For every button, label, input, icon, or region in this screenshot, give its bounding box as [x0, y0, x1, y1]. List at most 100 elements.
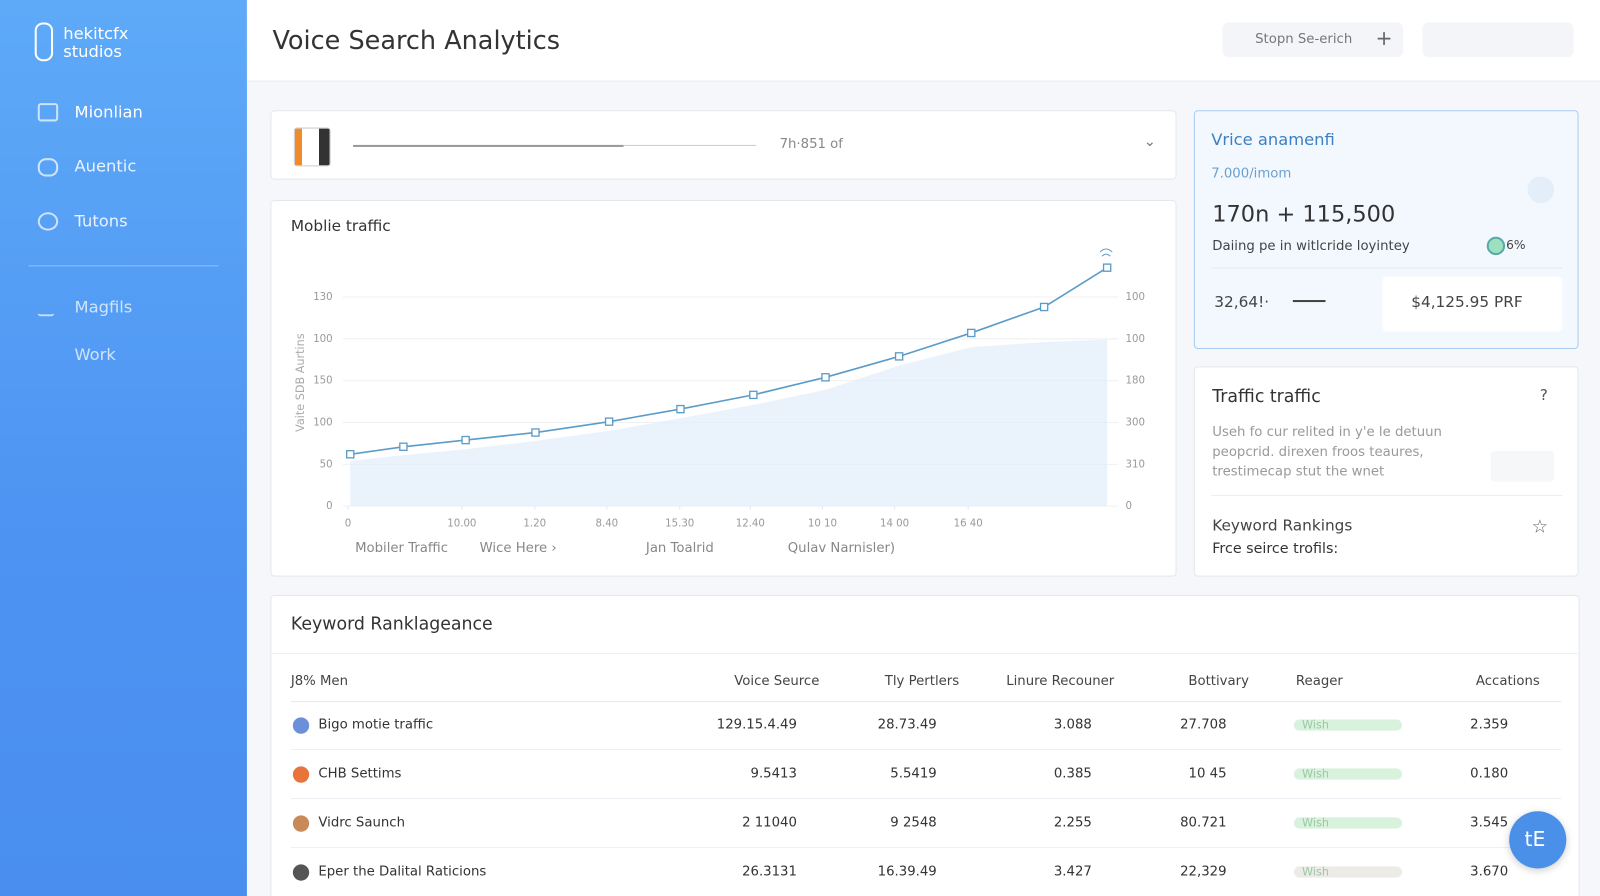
badge-icon — [1486, 236, 1506, 256]
cell: 28.73.49 — [877, 717, 937, 733]
progress-label: Wish — [1302, 767, 1329, 781]
progress-label: Wish — [1302, 718, 1329, 732]
progress-track — [623, 144, 757, 146]
divider — [290, 701, 1562, 703]
traffic-card: Traffic traffic ? Useh fo cur relited in… — [1193, 366, 1579, 577]
x-tick-label: 14 00 — [880, 519, 909, 530]
icon-group[interactable] — [1490, 451, 1555, 482]
description: trestimecap stut the wnet — [1212, 464, 1385, 480]
filter-bar: 7h·851 of ⌄ — [270, 110, 1177, 180]
point — [967, 328, 976, 338]
point — [531, 428, 540, 437]
card-value: 170n + 115,500 — [1212, 202, 1396, 228]
point — [345, 450, 355, 459]
nav-item[interactable]: Mionlian — [74, 102, 143, 122]
divider — [290, 749, 1562, 751]
x-tick-label: 10.00 — [447, 519, 476, 530]
column-header: J8% Men — [290, 673, 349, 689]
cell: 3.670 — [1470, 864, 1509, 880]
y-axis-label: Vaite SDB Aurtins — [294, 333, 307, 432]
logo-text: studios — [63, 41, 122, 62]
y-tick-label: 130 — [313, 292, 332, 303]
nav-icon — [37, 103, 59, 122]
y2-tick-label: 100 — [1126, 334, 1145, 345]
cell: 22,329 — [1180, 864, 1227, 880]
chevron[interactable]: ⌄ — [1143, 133, 1156, 151]
stat: 32,64!· — [1214, 292, 1270, 312]
point — [894, 352, 904, 361]
description: Useh fo cur relited in y'e le detuun — [1212, 424, 1442, 440]
description: peopcrid. direxen froos teaures, — [1212, 444, 1424, 461]
cell: 0.385 — [1053, 766, 1092, 782]
search-box[interactable]: Stopn Se-erich + — [1222, 22, 1404, 58]
progress-label: Wish — [1302, 865, 1329, 879]
nav-icon — [37, 212, 59, 231]
point — [1102, 263, 1112, 272]
cell: 2.359 — [1470, 717, 1509, 733]
legend-label: Qulav Narnisler) — [788, 541, 895, 556]
cell-name: Vidrc Saunch — [318, 815, 406, 831]
x-tick-label: 16 40 — [954, 519, 983, 530]
area — [350, 339, 1108, 507]
y-tick-label: 100 — [313, 417, 332, 428]
row-icon — [292, 815, 310, 832]
nav-item[interactable]: Work — [74, 344, 116, 365]
nav-item[interactable]: Magfils — [74, 296, 133, 317]
search-placeholder: Stopn Se-erich — [1255, 31, 1353, 47]
card-subtitle: Keyword Rankings — [1212, 516, 1353, 535]
x-tick-label: 12.40 — [736, 519, 765, 530]
cell: 3.088 — [1053, 717, 1092, 733]
toolbar[interactable] — [1422, 22, 1574, 58]
badge: 6% — [1506, 237, 1526, 253]
y-tick-label: 50 — [320, 459, 333, 470]
fab[interactable]: tE — [1509, 811, 1567, 869]
column-header: Reager — [1295, 673, 1343, 689]
help-icon[interactable]: ? — [1539, 385, 1548, 405]
nav-item[interactable]: Auentic — [74, 156, 137, 176]
progress-track — [1293, 866, 1403, 878]
nav-item[interactable]: Tutons — [74, 211, 128, 231]
y2-tick-label: 100 — [1126, 292, 1145, 303]
cell: 80.721 — [1180, 815, 1227, 831]
divider — [271, 653, 1578, 655]
point — [821, 373, 830, 382]
logo-text: hekitcfx — [63, 23, 129, 43]
cell-name: CHB Settims — [318, 766, 402, 782]
column-header: Tly Pertlers — [884, 673, 960, 689]
cell: 9.5413 — [750, 766, 797, 782]
point — [676, 404, 685, 414]
cell-name: Eper the Dalital Raticions — [318, 864, 487, 880]
filter-text: 7h·851 of — [779, 136, 843, 153]
cell-name: Bigo motie traffic — [318, 717, 434, 733]
page-title: Voice Search Analytics — [272, 25, 561, 56]
legend-label: Jan Toalrid — [645, 541, 714, 556]
point — [1039, 302, 1049, 312]
divider — [1211, 267, 1563, 269]
card-title: Traffic traffic — [1212, 386, 1321, 408]
cell: 3.545 — [1470, 815, 1509, 831]
cell: 129.15.4.49 — [716, 717, 797, 733]
sidebar: hekitcfx studios Mionlian Auentic Tutons… — [0, 0, 247, 896]
cell: 3.427 — [1053, 864, 1092, 880]
logo-icon — [34, 22, 54, 62]
x-tick-label: 1.20 — [523, 519, 546, 530]
y2-tick-label: 300 — [1126, 417, 1145, 428]
x-tick-label: 8.40 — [595, 519, 618, 530]
add-icon[interactable]: + — [1375, 25, 1393, 51]
card-title: Vrice anamenfi — [1211, 129, 1335, 149]
cell: 2.255 — [1053, 815, 1092, 831]
price: $4,125.95 PRF — [1411, 292, 1523, 312]
star-icon[interactable]: ☆ — [1531, 516, 1549, 538]
card-note: Daiing pe in witlcride loyintey — [1212, 238, 1410, 255]
card-subtitle: 7.000/imom — [1211, 166, 1292, 182]
divider — [28, 265, 219, 267]
y2-tick-label: 310 — [1126, 459, 1145, 470]
row-icon — [292, 864, 310, 881]
point — [604, 417, 614, 426]
progress-track — [1293, 817, 1403, 829]
x-tick-label: 0 — [345, 519, 351, 530]
point — [461, 435, 470, 445]
nav-icon — [37, 300, 55, 317]
header: Voice Search Analytics Stopn Se-erich + — [246, 0, 1600, 82]
